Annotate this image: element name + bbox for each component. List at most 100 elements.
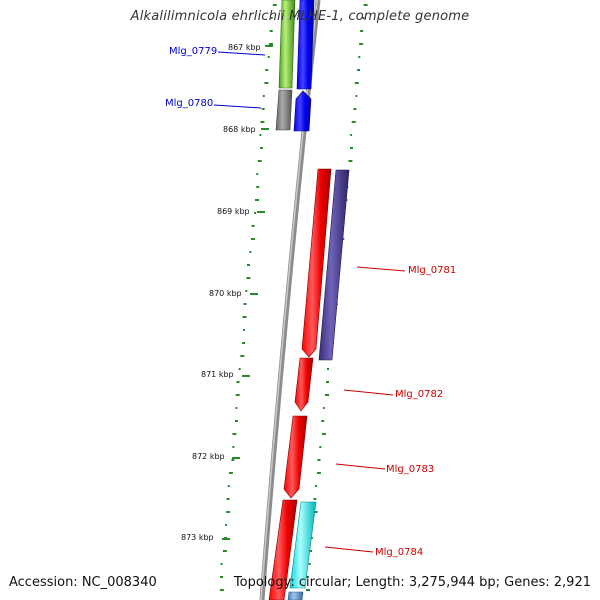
gene-mlg-0779[interactable] — [296, 0, 315, 90]
gc-dot — [228, 472, 233, 474]
gc-dot — [240, 355, 245, 357]
gc-dot — [232, 433, 237, 435]
gc-dot — [242, 316, 247, 318]
gene-label-mlg-0783[interactable]: Mlg_0783 — [386, 464, 435, 475]
gc-dot — [351, 121, 356, 123]
gene-label-mlg-0781[interactable]: Mlg_0781 — [408, 265, 457, 276]
gc-dot — [267, 56, 270, 58]
gc-dot — [359, 43, 364, 45]
gene-mlg-0783[interactable] — [283, 415, 308, 499]
gc-dot — [322, 407, 325, 409]
orf-steel — [287, 591, 304, 600]
gc-dot — [259, 147, 263, 149]
gc-dot — [245, 290, 248, 292]
gc-dot — [268, 43, 273, 45]
gc-dot — [243, 329, 245, 331]
label-connector — [217, 51, 266, 56]
gc-dot — [348, 160, 353, 162]
gc-dot — [247, 264, 250, 266]
gc-dot — [257, 160, 262, 162]
gc-dot — [313, 498, 317, 500]
gc-dot — [354, 82, 359, 84]
orf-grey — [275, 89, 293, 131]
gene-label-mlg-0784[interactable]: Mlg_0784 — [375, 547, 424, 558]
gc-dot — [272, 4, 277, 6]
gc-dot — [243, 303, 247, 305]
gc-dot — [220, 563, 223, 565]
gc-dot — [249, 251, 252, 253]
gc-dot — [254, 212, 257, 214]
gc-dot — [242, 342, 246, 344]
orf-green — [278, 0, 296, 89]
gc-dot — [246, 277, 251, 279]
accession-label: Accession: NC_008340 — [9, 575, 157, 590]
label-connector — [356, 266, 406, 272]
gc-dot — [325, 394, 329, 396]
gc-dot — [231, 459, 235, 461]
gc-dot — [326, 381, 329, 383]
gc-dot — [227, 485, 230, 487]
tick-label-870: 870 kbp — [209, 289, 242, 298]
label-connector — [335, 463, 386, 470]
gc-dot — [357, 69, 361, 71]
orf-cyan — [289, 501, 317, 589]
gene-mlg-0782[interactable] — [294, 357, 314, 412]
gc-dot — [235, 394, 240, 396]
gc-dot — [355, 95, 358, 97]
gc-dot — [232, 446, 235, 448]
gc-dot — [316, 472, 321, 474]
gc-dot — [251, 225, 255, 227]
gene-label-mlg-0782[interactable]: Mlg_0782 — [395, 389, 444, 400]
gc-dot — [250, 238, 255, 240]
gc-dot — [363, 4, 368, 6]
gc-dot — [264, 82, 269, 84]
gc-dot — [350, 147, 353, 149]
gc-dot — [308, 563, 311, 565]
gc-dot — [360, 30, 364, 32]
scale-ticks — [222, 45, 273, 540]
gc-dot — [313, 511, 318, 513]
tick-label-868: 868 kbp — [223, 125, 256, 134]
orf-purple — [318, 169, 350, 361]
genome-summary: Topology: circular; Length: 3,275,944 bp… — [233, 575, 591, 590]
gc-dot — [317, 459, 321, 461]
gc-dot — [306, 589, 310, 591]
gc-dot — [321, 420, 325, 422]
gc-dot — [265, 69, 269, 71]
map-title: Alkalilimnicola ehrlichii MLHE-1, comple… — [130, 9, 470, 24]
gc-dot — [269, 30, 273, 32]
gc-dot — [327, 368, 329, 370]
gc-dot — [226, 511, 231, 513]
tick-label-873: 873 kbp — [181, 533, 214, 542]
tick-label-871: 871 kbp — [201, 370, 234, 379]
gc-dot — [319, 446, 322, 448]
gc-dot — [222, 550, 227, 552]
gene-mlg-0784[interactable] — [268, 499, 298, 600]
gc-dot — [220, 576, 223, 578]
gc-dot — [262, 95, 265, 97]
gc-dot — [270, 17, 273, 19]
gc-dot — [256, 173, 259, 175]
label-connector — [213, 104, 262, 109]
label-connector — [324, 546, 374, 553]
tick-label-872: 872 kbp — [192, 452, 225, 461]
gc-dot — [261, 108, 265, 110]
gc-dot — [362, 17, 365, 19]
gene-label-mlg-0779[interactable]: Mlg_0779 — [169, 46, 218, 57]
gc-dot — [321, 433, 326, 435]
gc-skew-track-inner — [219, 4, 277, 591]
gene-label-mlg-0780[interactable]: Mlg_0780 — [165, 98, 214, 109]
tick-label-869: 869 kbp — [217, 207, 250, 216]
gc-dot — [256, 186, 260, 188]
gc-dot — [235, 420, 238, 422]
gc-dot — [315, 485, 318, 487]
gc-dot — [225, 524, 228, 526]
gc-dot — [358, 56, 361, 58]
gene-mlg-0780[interactable] — [293, 90, 312, 132]
tick-label-867: 867 kbp — [228, 43, 261, 52]
gc-dot — [226, 498, 230, 500]
gc-dot — [238, 368, 241, 370]
gc-dot — [305, 576, 309, 578]
gene-mlg-0781[interactable] — [301, 168, 332, 358]
